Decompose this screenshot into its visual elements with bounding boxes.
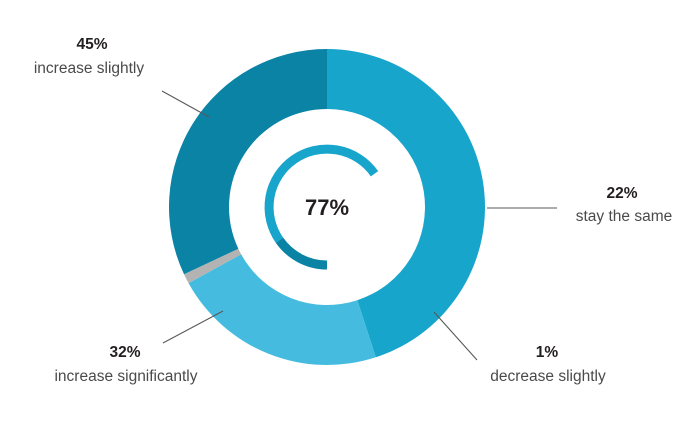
callout-percent-increase-significantly: 32% <box>109 344 140 361</box>
callout-description-stay-the-same: stay the same <box>576 208 673 225</box>
donut-segment-stay-the-same[interactable] <box>188 254 376 366</box>
center-value-label: 77% <box>305 195 349 220</box>
callout-percent-stay-the-same: 22% <box>606 185 637 202</box>
donut-segment-decrease-slightly[interactable] <box>184 248 242 284</box>
leader-line-increase-slightly <box>161 90 210 118</box>
callout-stay-the-same: 22% stay the same <box>576 185 673 225</box>
donut-segment-increase-slightly[interactable] <box>327 49 486 358</box>
callout-description-increase-slightly: increase slightly <box>34 60 145 77</box>
callout-decrease-slightly: 1% decrease slightly <box>490 344 606 385</box>
leader-line-decrease-slightly <box>433 311 478 361</box>
inner-progress-arc <box>264 144 379 270</box>
donut-ring <box>168 49 486 366</box>
callout-percent-decrease-slightly: 1% <box>536 344 559 361</box>
inner-arc-upper-segment <box>264 144 379 243</box>
callout-description-increase-significantly: increase significantly <box>54 368 197 385</box>
leader-line-increase-significantly <box>162 310 224 344</box>
inner-arc-lower-segment <box>275 237 328 270</box>
callout-description-decrease-slightly: decrease slightly <box>490 368 606 385</box>
callout-increase-significantly: 32% increase significantly <box>54 344 197 385</box>
callout-increase-slightly: 45% increase slightly <box>34 36 145 77</box>
callout-percent-increase-slightly: 45% <box>76 36 107 53</box>
donut-segment-increase-significantly[interactable] <box>168 49 327 275</box>
